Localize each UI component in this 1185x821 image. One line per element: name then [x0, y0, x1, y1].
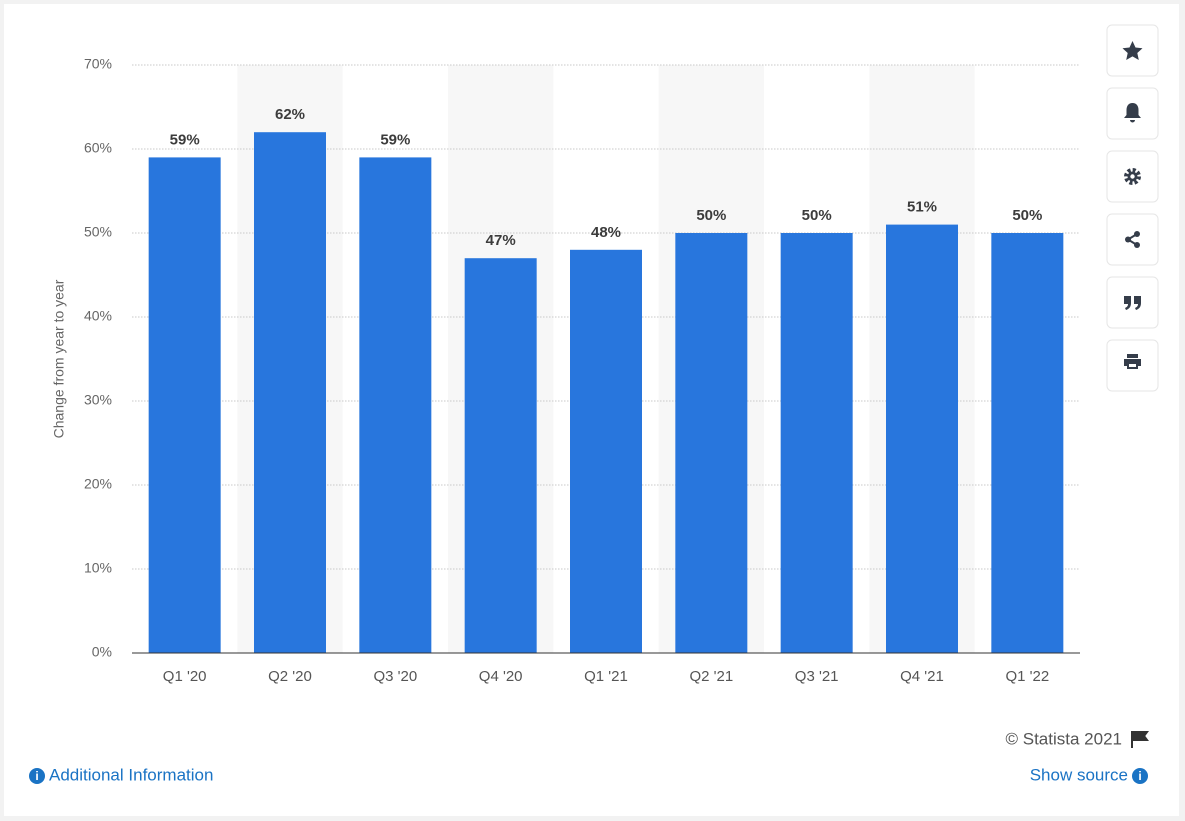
additional-info-link[interactable]: i Additional Information [29, 765, 213, 784]
bar [886, 224, 958, 653]
bar [991, 233, 1064, 653]
x-tick-label: Q1 '22 [1005, 668, 1049, 685]
print-button[interactable] [1106, 339, 1159, 392]
y-tick-label: 0% [92, 644, 112, 660]
value-label: 48% [591, 224, 621, 241]
bar [570, 249, 642, 654]
value-label: 50% [1012, 207, 1042, 224]
cite-button[interactable] [1106, 276, 1159, 329]
alert-button[interactable] [1106, 87, 1159, 140]
value-label: 59% [170, 131, 200, 148]
bar [254, 132, 326, 653]
bar [675, 233, 748, 653]
side-buttons [1106, 24, 1159, 392]
y-tick-label: 10% [84, 560, 112, 576]
show-source-text[interactable]: Show source [1030, 765, 1128, 784]
additional-info-text[interactable]: Additional Information [49, 765, 213, 784]
share-button[interactable] [1106, 213, 1159, 266]
value-label: 50% [696, 207, 726, 224]
bar [359, 157, 432, 653]
y-tick-label: 60% [84, 140, 112, 156]
flag-icon [1131, 731, 1149, 748]
show-source-link[interactable]: Show source i [1030, 765, 1148, 784]
favorite-button[interactable] [1106, 24, 1159, 77]
x-tick-label: Q4 '20 [479, 668, 523, 685]
x-tick-label: Q2 '21 [689, 668, 733, 685]
x-tick-label: Q3 '20 [373, 668, 417, 685]
x-tick-label: Q1 '21 [584, 668, 628, 685]
x-tick-label: Q2 '20 [268, 668, 312, 685]
x-tick-label: Q4 '21 [900, 668, 944, 685]
settings-button[interactable] [1106, 150, 1159, 203]
y-tick-label: 70% [84, 56, 112, 72]
value-label: 62% [275, 106, 305, 123]
value-label: 50% [802, 207, 832, 224]
svg-text:i: i [1138, 769, 1141, 783]
svg-text:i: i [35, 769, 38, 783]
y-tick-label: 30% [84, 392, 112, 408]
copyright: © Statista 2021 [1006, 729, 1123, 748]
value-label: 51% [907, 199, 937, 216]
bar [780, 233, 853, 653]
value-label: 47% [486, 232, 516, 249]
y-tick-label: 40% [84, 308, 112, 324]
y-tick-label: 20% [84, 476, 112, 492]
y-axis-label: Change from year to year [51, 279, 67, 438]
y-tick-label: 50% [84, 224, 112, 240]
x-tick-label: Q3 '21 [795, 668, 839, 685]
x-tick-label: Q1 '20 [163, 668, 207, 685]
bar [464, 258, 537, 653]
value-label: 59% [380, 131, 410, 148]
bar [148, 157, 221, 653]
